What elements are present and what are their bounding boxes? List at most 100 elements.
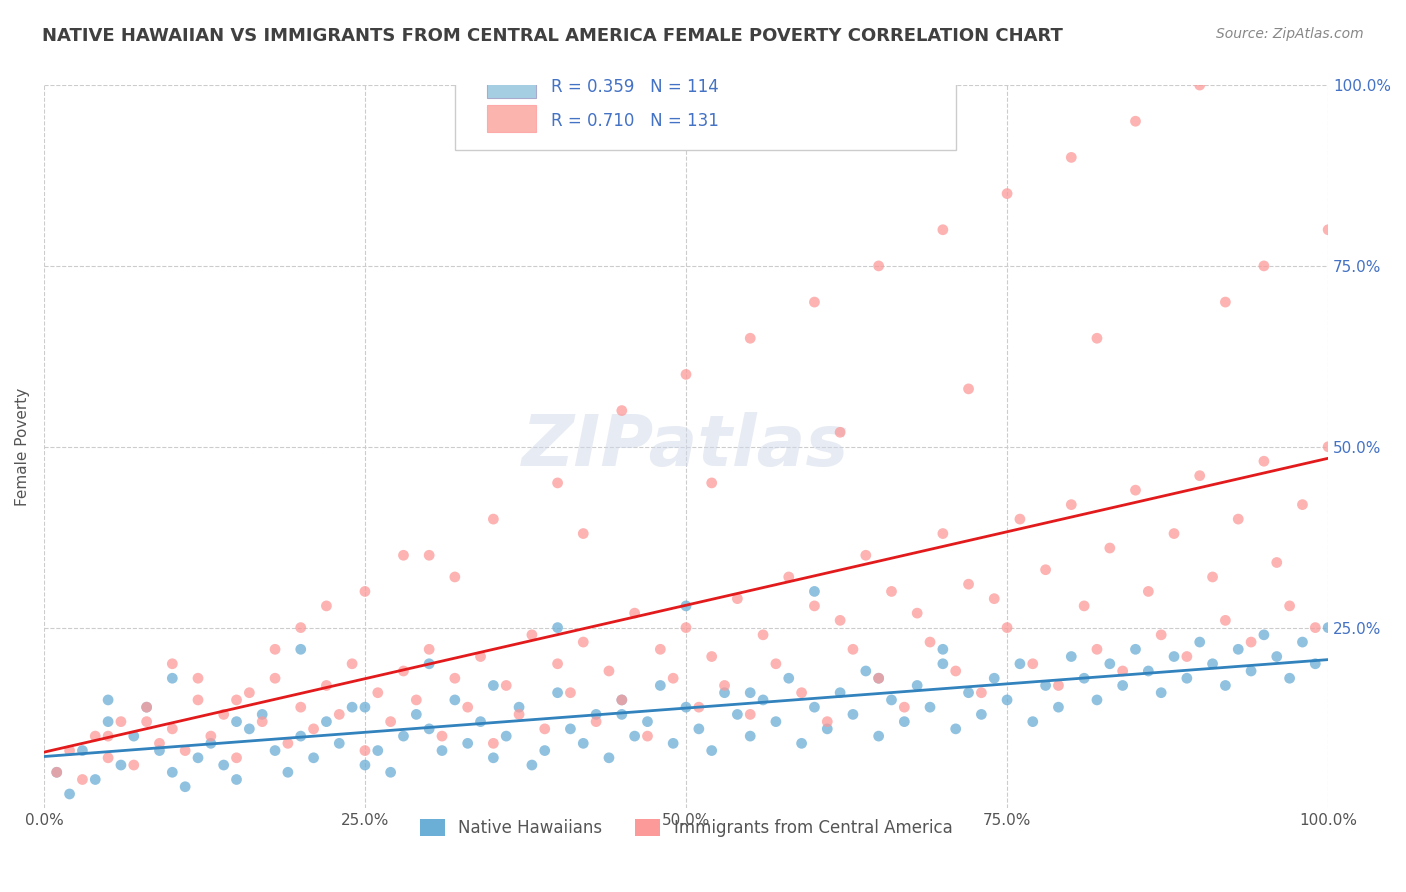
Point	[547, 657, 569, 671]
Point	[790, 736, 813, 750]
Point	[430, 743, 453, 757]
Point	[765, 714, 787, 729]
Point	[1125, 114, 1147, 128]
Point	[212, 758, 235, 772]
Point	[610, 403, 633, 417]
Point	[277, 765, 299, 780]
Point	[1215, 678, 1237, 692]
Point	[1085, 331, 1108, 345]
Point	[380, 765, 402, 780]
Point	[905, 606, 928, 620]
Text: R = 0.359   N = 114: R = 0.359 N = 114	[551, 78, 718, 95]
Point	[457, 700, 479, 714]
Point	[392, 664, 415, 678]
Point	[1060, 498, 1083, 512]
Point	[918, 635, 941, 649]
Point	[1150, 686, 1173, 700]
Point	[277, 736, 299, 750]
Point	[367, 686, 389, 700]
Point	[1278, 599, 1301, 613]
Point	[430, 729, 453, 743]
Point	[162, 722, 184, 736]
Point	[135, 700, 157, 714]
Point	[1240, 664, 1263, 678]
Point	[250, 707, 273, 722]
Point	[918, 700, 941, 714]
Point	[290, 642, 312, 657]
Point	[1175, 649, 1198, 664]
Point	[585, 714, 607, 729]
Point	[1008, 657, 1031, 671]
Point	[340, 657, 363, 671]
Point	[162, 657, 184, 671]
Point	[470, 714, 492, 729]
Point	[868, 671, 890, 685]
Point	[700, 475, 723, 490]
Point	[740, 686, 762, 700]
Point	[1291, 635, 1313, 649]
Point	[778, 671, 800, 685]
Point	[1201, 657, 1223, 671]
Point	[957, 382, 980, 396]
Point	[1253, 259, 1275, 273]
Point	[1278, 671, 1301, 685]
Point	[842, 707, 865, 722]
Point	[675, 621, 697, 635]
Point	[572, 526, 595, 541]
Point	[1227, 512, 1250, 526]
Point	[855, 548, 877, 562]
Point	[84, 772, 107, 787]
Point	[84, 729, 107, 743]
Point	[675, 700, 697, 714]
Point	[803, 295, 825, 310]
Point	[598, 664, 620, 678]
Point	[1317, 440, 1340, 454]
Point	[58, 743, 80, 757]
Point	[328, 707, 350, 722]
Point	[725, 591, 748, 606]
Point	[815, 722, 838, 736]
Point	[1073, 671, 1095, 685]
Point	[444, 693, 467, 707]
Point	[1150, 628, 1173, 642]
Point	[1125, 483, 1147, 498]
Point	[225, 751, 247, 765]
Point	[380, 714, 402, 729]
Point	[340, 700, 363, 714]
Point	[765, 657, 787, 671]
Point	[315, 714, 337, 729]
Point	[174, 743, 197, 757]
Point	[122, 758, 145, 772]
Point	[1188, 468, 1211, 483]
Point	[688, 700, 710, 714]
Point	[572, 635, 595, 649]
Point	[880, 693, 903, 707]
Point	[547, 686, 569, 700]
Text: ZIPatlas: ZIPatlas	[522, 412, 849, 482]
Point	[1073, 599, 1095, 613]
Point	[187, 671, 209, 685]
Point	[855, 664, 877, 678]
Point	[482, 512, 505, 526]
Point	[957, 686, 980, 700]
Point	[135, 714, 157, 729]
Point	[225, 693, 247, 707]
Point	[547, 621, 569, 635]
Point	[1008, 512, 1031, 526]
Point	[1111, 678, 1133, 692]
Point	[212, 707, 235, 722]
Point	[803, 700, 825, 714]
Point	[1125, 642, 1147, 657]
Point	[533, 722, 555, 736]
Point	[1022, 657, 1045, 671]
Point	[162, 765, 184, 780]
Point	[290, 729, 312, 743]
Point	[290, 621, 312, 635]
Point	[830, 425, 852, 440]
Point	[290, 700, 312, 714]
Point	[1060, 150, 1083, 164]
FancyBboxPatch shape	[486, 70, 536, 98]
Point	[560, 722, 582, 736]
Point	[1085, 642, 1108, 657]
Point	[97, 714, 120, 729]
